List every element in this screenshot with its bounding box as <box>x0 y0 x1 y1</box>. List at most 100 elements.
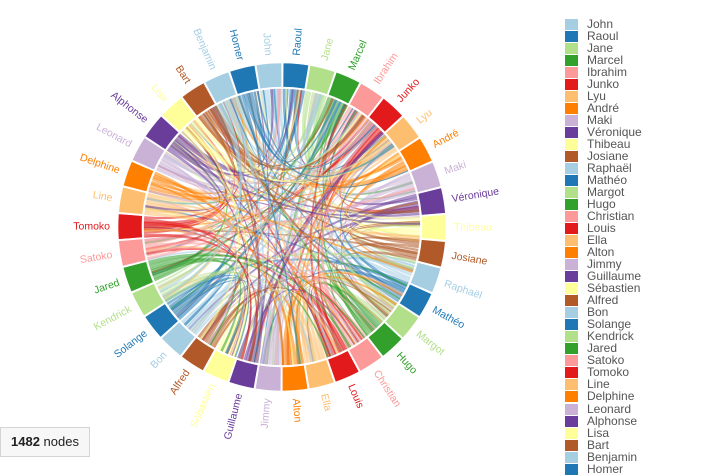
legend-item-maki[interactable]: Maki <box>565 113 725 127</box>
legend-swatch <box>565 91 578 103</box>
arc-véronique[interactable] <box>417 187 446 216</box>
arc-alton[interactable] <box>281 364 309 392</box>
arc-junko[interactable] <box>368 97 403 133</box>
legend-item-junko[interactable]: Junko <box>565 77 725 91</box>
legend-item-mathéo[interactable]: Mathéo <box>565 173 725 188</box>
arc-lisa[interactable] <box>161 97 197 132</box>
arc-satoko[interactable] <box>118 238 147 267</box>
arc-maki[interactable] <box>410 161 442 193</box>
legend-swatch <box>565 295 578 307</box>
chord-kendrick-1 <box>163 252 415 303</box>
legend-item-john[interactable]: John <box>565 17 725 31</box>
legend-item-jared[interactable]: Jared <box>565 341 725 356</box>
arc-thibeau[interactable] <box>421 214 447 241</box>
arc-tomoko[interactable] <box>117 213 143 240</box>
legend-item-bon[interactable]: Bon <box>565 305 725 319</box>
legend-label: Raphaël <box>587 161 632 176</box>
arc-leonard[interactable] <box>131 137 166 171</box>
arc-jimmy[interactable] <box>254 364 282 392</box>
arc-raoul[interactable] <box>282 62 310 90</box>
arc-kendrick[interactable] <box>131 283 165 317</box>
arc-christian[interactable] <box>348 337 383 372</box>
legend-item-lisa[interactable]: Lisa <box>565 426 725 440</box>
legend-label: André <box>587 101 620 116</box>
label-jimmy: Jimmy <box>259 397 274 429</box>
chord-ribbons <box>143 88 421 366</box>
label-marcel: Marcel <box>346 38 370 72</box>
arc-andré[interactable] <box>399 137 433 171</box>
legend-item-thibeau[interactable]: Thibeau <box>565 137 725 151</box>
legend-item-alphonse[interactable]: Alphonse <box>565 414 725 428</box>
legend-item-raoul[interactable]: Raoul <box>565 29 725 43</box>
arc-josiane[interactable] <box>417 239 446 268</box>
arc-lyu[interactable] <box>385 116 420 151</box>
legend-item-tomoko[interactable]: Tomoko <box>565 365 725 379</box>
chord-bart-3 <box>202 111 260 362</box>
arc-bon[interactable] <box>161 321 196 357</box>
arc-jane[interactable] <box>305 65 336 95</box>
arc-line[interactable] <box>118 186 147 215</box>
arc-jared[interactable] <box>122 261 154 293</box>
legend-item-delphine[interactable]: Delphine <box>565 389 725 403</box>
arc-margot[interactable] <box>384 303 420 339</box>
legend-item-kendrick[interactable]: Kendrick <box>565 329 725 343</box>
legend-item-andré[interactable]: André <box>565 101 725 116</box>
legend-item-louis[interactable]: Louis <box>565 221 725 235</box>
legend-item-line[interactable]: Line <box>565 377 725 391</box>
legend-item-raphaël[interactable]: Raphaël <box>565 161 725 176</box>
arc-marcel[interactable] <box>328 71 361 105</box>
arc-mathéo[interactable] <box>398 283 433 317</box>
arc-ibrahim[interactable] <box>349 82 383 117</box>
legend-swatch <box>565 355 578 367</box>
label-josiane: Josiane <box>451 250 489 268</box>
legend-label: Josiane <box>587 149 629 164</box>
legend-item-homer[interactable]: Homer <box>565 462 725 476</box>
legend-item-guillaume[interactable]: Guillaume <box>565 269 725 283</box>
legend-swatch <box>565 415 578 427</box>
legend: John Raoul Jane Marcel Ibrahim Junko Lyu André M… <box>565 17 725 476</box>
legend-item-margot[interactable]: Margot <box>565 185 725 199</box>
arc-delphine[interactable] <box>122 161 155 193</box>
legend-item-josiane[interactable]: Josiane <box>565 149 725 164</box>
legend-item-satoko[interactable]: Satoko <box>565 353 725 367</box>
legend-item-jane[interactable]: Jane <box>565 41 725 55</box>
label-jane: Jane <box>319 37 336 62</box>
arc-john[interactable] <box>255 62 283 90</box>
legend-item-bart[interactable]: Bart <box>565 438 725 452</box>
legend-item-sébastien[interactable]: Sébastien <box>565 281 725 295</box>
arc-hugo[interactable] <box>367 322 403 357</box>
legend-item-leonard[interactable]: Leonard <box>565 402 725 416</box>
legend-label: Ibrahim <box>587 65 628 80</box>
label-lyu: Lyu <box>414 107 435 127</box>
arc-sébastien[interactable] <box>203 349 236 383</box>
chord-alphonse-4 <box>172 140 249 357</box>
legend-item-ibrahim[interactable]: Ibrahim <box>565 65 725 80</box>
arc-guillaume[interactable] <box>228 359 259 389</box>
legend-item-alton[interactable]: Alton <box>565 245 725 259</box>
legend-item-alfred[interactable]: Alfred <box>565 293 725 307</box>
arc-alfred[interactable] <box>181 337 215 372</box>
legend-item-jimmy[interactable]: Jimmy <box>565 257 725 271</box>
arc-benjamin[interactable] <box>204 71 237 104</box>
legend-label: Mathéo <box>587 173 628 188</box>
legend-item-christian[interactable]: Christian <box>565 209 725 223</box>
legend-item-ella[interactable]: Ella <box>565 233 725 247</box>
label-bon: Bon <box>148 349 170 371</box>
legend-item-véronique[interactable]: Véronique <box>565 125 725 139</box>
arc-ella[interactable] <box>304 359 335 390</box>
label-maki: Maki <box>443 159 468 178</box>
arc-bart[interactable] <box>181 82 216 117</box>
arc-homer[interactable] <box>229 64 260 95</box>
legend-item-lyu[interactable]: Lyu <box>565 89 725 103</box>
chord-delphine-5 <box>151 177 356 345</box>
arc-solange[interactable] <box>144 303 179 338</box>
arc-alphonse[interactable] <box>144 115 180 151</box>
arc-louis[interactable] <box>327 350 360 383</box>
legend-item-marcel[interactable]: Marcel <box>565 53 725 67</box>
arc-raphaël[interactable] <box>409 261 442 293</box>
legend-item-hugo[interactable]: Hugo <box>565 197 725 211</box>
legend-label: Jared <box>587 341 618 356</box>
legend-item-solange[interactable]: Solange <box>565 317 725 331</box>
legend-swatch <box>565 103 578 115</box>
